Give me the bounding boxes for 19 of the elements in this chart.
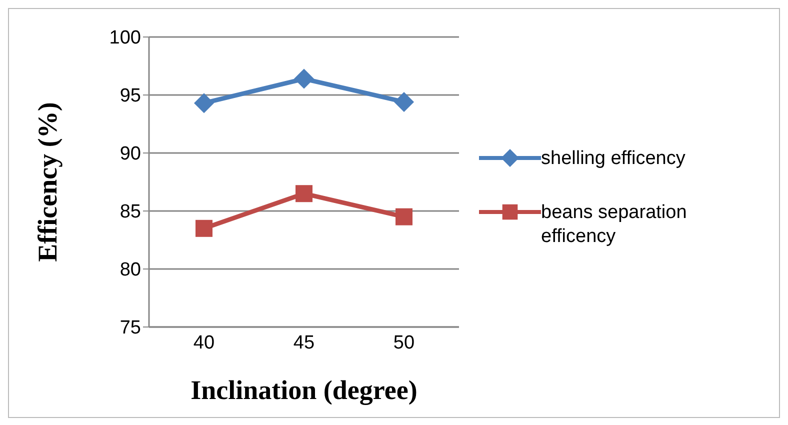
x-tick-label: 50 [393, 332, 415, 354]
legend-label: beans separation efficency [541, 201, 688, 249]
y-tick-label: 85 [120, 202, 141, 223]
y-tick-label: 100 [109, 28, 141, 49]
y-tick-label: 80 [120, 260, 141, 281]
point [196, 220, 212, 237]
point [394, 92, 414, 112]
point [194, 93, 214, 114]
legend-label: shelling efficency [541, 147, 686, 171]
y-tick-label: 90 [120, 144, 141, 165]
x-axis-title: Inclination (degree) [190, 375, 418, 405]
x-tick-label: 45 [293, 332, 315, 354]
point [396, 208, 412, 226]
y-tick-label: 95 [120, 86, 141, 107]
point [294, 68, 314, 89]
y-tick-label: 75 [120, 318, 141, 339]
point [296, 185, 312, 202]
y-axis-title: Efficency (%) [32, 102, 63, 262]
x-tick-label: 40 [193, 332, 215, 354]
